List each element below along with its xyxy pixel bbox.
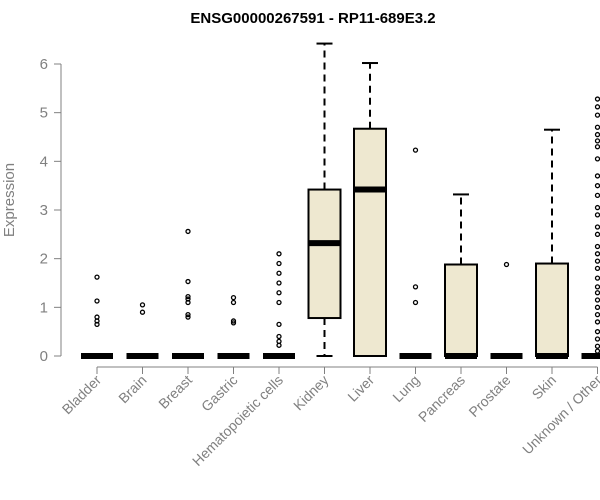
outlier-point	[276, 290, 282, 296]
outlier-point	[594, 96, 600, 102]
outlier-point	[594, 131, 600, 138]
x-tick-label: Hematopoietic cells	[189, 372, 286, 469]
outlier-point	[412, 147, 419, 153]
outlier-point	[185, 228, 191, 235]
box-pancreas	[444, 193, 478, 359]
outlier-point	[185, 296, 191, 302]
x-tick-label: Gastric	[198, 372, 241, 415]
y-tick-label: 4	[40, 153, 48, 170]
box-rect	[307, 188, 342, 320]
outlier-point	[230, 299, 237, 306]
outlier-point	[185, 293, 191, 300]
x-tick-label: Pancreas	[415, 372, 468, 425]
outlier-point	[594, 112, 600, 118]
outlier-point	[276, 333, 282, 340]
box-lung	[399, 147, 432, 359]
outlier-point	[276, 270, 282, 276]
x-tick-label: Liver	[344, 372, 377, 405]
outlier-point	[594, 104, 600, 110]
box-bladder	[81, 274, 113, 359]
outlier-point	[412, 299, 419, 306]
y-tick-label: 5	[40, 105, 48, 122]
y-tick-label: 3	[40, 202, 48, 219]
box-skin	[535, 128, 569, 359]
chart-title: ENSG00000267591 - RP11-689E3.2	[190, 10, 435, 27]
box-gastric	[217, 294, 250, 359]
outlier-point	[594, 319, 600, 325]
box-hematopoietic-cells	[263, 251, 295, 359]
x-tick-label: Kidney	[290, 372, 332, 414]
box-unknown-other	[581, 96, 600, 359]
x-tick-label: Breast	[155, 372, 195, 412]
box-rect	[353, 127, 387, 357]
outlier-point	[276, 280, 282, 286]
box-kidney	[307, 42, 342, 357]
y-tick-label: 2	[40, 251, 48, 268]
outlier-point	[594, 156, 600, 162]
box-breast	[172, 228, 204, 359]
outlier-point	[594, 192, 600, 199]
outlier-point	[503, 261, 510, 268]
outlier-point	[594, 329, 600, 335]
outlier-point	[276, 251, 282, 257]
x-tick-label: Skin	[529, 372, 560, 403]
outlier-point	[594, 311, 600, 318]
box-liver	[353, 62, 387, 357]
outlier-point	[594, 231, 600, 237]
outlier-point	[276, 321, 282, 328]
y-axis: 0 1 2 3 4 5 6	[40, 56, 62, 365]
box-prostate	[490, 261, 523, 359]
box-brain	[126, 302, 159, 359]
outlier-point	[139, 309, 146, 315]
x-tick-label: Unknown / Other	[519, 372, 600, 458]
outlier-point	[94, 314, 100, 320]
y-axis-label: Expression	[1, 163, 18, 237]
x-tick-label: Brain	[115, 372, 149, 406]
outlier-point	[412, 284, 419, 290]
y-tick-label: 6	[40, 56, 48, 73]
outlier-point	[230, 318, 237, 324]
outlier-point	[94, 298, 100, 304]
outlier-point	[594, 124, 600, 130]
outlier-point	[594, 336, 600, 342]
outlier-point	[185, 311, 191, 318]
outlier-point	[594, 212, 600, 218]
outlier-point	[185, 278, 191, 285]
outlier-point	[594, 204, 600, 211]
outlier-point	[594, 275, 600, 281]
boxes-group	[81, 42, 600, 359]
outlier-point	[594, 290, 600, 296]
outlier-point	[594, 224, 600, 230]
outlier-point	[594, 284, 600, 290]
outlier-point	[594, 297, 600, 303]
outlier-point	[594, 144, 600, 150]
outlier-point	[594, 304, 600, 310]
outlier-point	[276, 338, 282, 345]
outlier-point	[594, 173, 600, 179]
outlier-point	[594, 258, 600, 264]
outlier-point	[594, 251, 600, 257]
outlier-point	[276, 260, 282, 267]
outlier-point	[94, 274, 100, 280]
outlier-point	[276, 299, 282, 306]
outlier-point	[594, 243, 600, 250]
x-tick-label: Lung	[389, 372, 422, 405]
y-tick-label: 1	[40, 299, 48, 316]
x-tick-label: Bladder	[59, 372, 105, 418]
y-tick-label: 0	[40, 348, 48, 365]
x-tick-label: Prostate	[465, 372, 513, 420]
box-rect	[535, 262, 569, 357]
box-rect	[444, 263, 478, 357]
outlier-point	[139, 302, 146, 308]
outlier-point	[230, 294, 237, 301]
outlier-point	[594, 265, 600, 272]
outlier-point	[594, 183, 600, 189]
outlier-point	[185, 314, 191, 320]
outlier-point	[594, 138, 600, 144]
outlier-point	[230, 320, 237, 326]
outlier-point	[594, 343, 600, 349]
outlier-point	[594, 348, 600, 354]
